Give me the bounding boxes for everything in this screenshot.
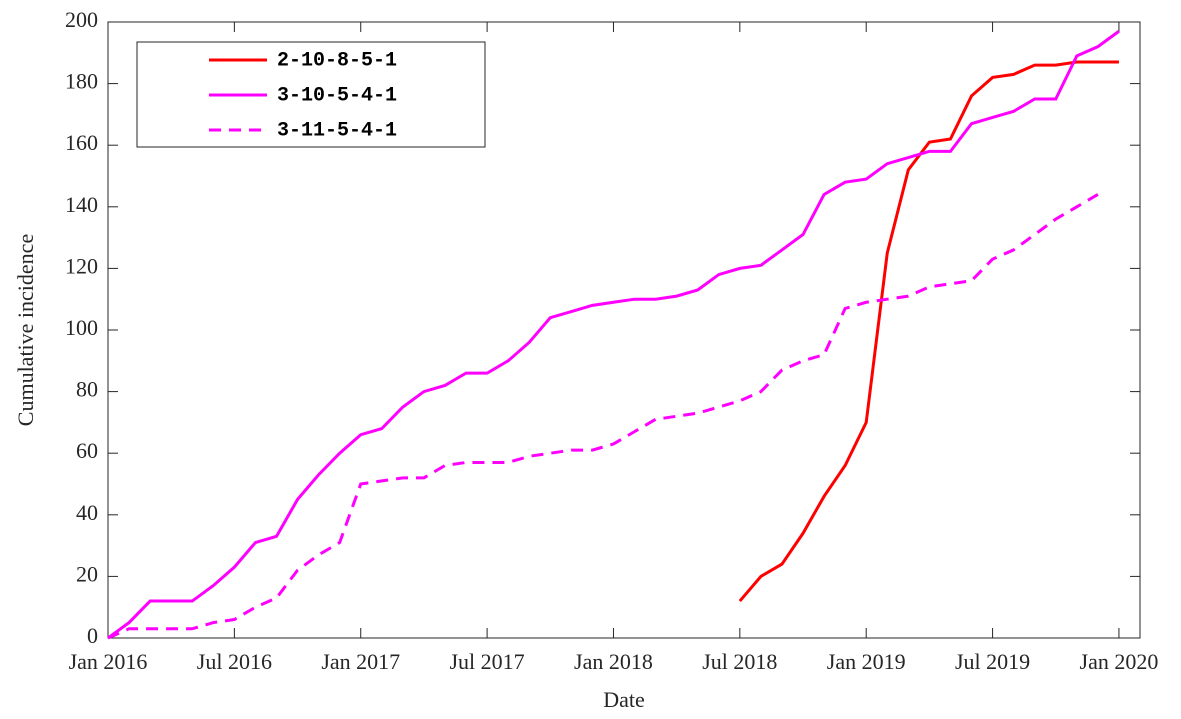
legend-label: 3-11-5-4-1 — [277, 119, 397, 142]
x-tick-label: Jan 2018 — [574, 649, 653, 674]
x-tick-label: Jan 2019 — [827, 649, 906, 674]
x-tick-label: Jan 2016 — [69, 649, 148, 674]
y-tick-label: 0 — [87, 623, 98, 648]
y-tick-label: 120 — [65, 253, 98, 278]
x-tick-label: Jul 2016 — [197, 649, 272, 674]
series-line — [107, 30, 1120, 640]
legend-label: 2-10-8-5-1 — [277, 49, 397, 72]
y-tick-label: 140 — [65, 192, 98, 217]
y-tick-label: 100 — [65, 315, 98, 340]
x-tick-label: Jul 2017 — [450, 649, 525, 674]
y-tick-label: 180 — [65, 69, 98, 94]
y-axis-label: Cumulative incidence — [13, 234, 38, 426]
y-tick-label: 80 — [76, 377, 98, 402]
x-tick-label: Jan 2017 — [321, 649, 400, 674]
x-tick-label: Jul 2018 — [702, 649, 777, 674]
x-tick-label: Jul 2019 — [955, 649, 1030, 674]
y-tick-label: 60 — [76, 438, 98, 463]
y-tick-label: 200 — [65, 7, 98, 32]
legend-box — [136, 41, 486, 148]
y-tick-label: 20 — [76, 561, 98, 586]
y-tick-label: 160 — [65, 130, 98, 155]
series-line — [738, 60, 1119, 603]
x-axis-label: Date — [603, 687, 645, 712]
x-tick-label: Jan 2020 — [1080, 649, 1159, 674]
y-tick-label: 40 — [76, 500, 98, 525]
legend-label: 3-10-5-4-1 — [277, 84, 397, 107]
